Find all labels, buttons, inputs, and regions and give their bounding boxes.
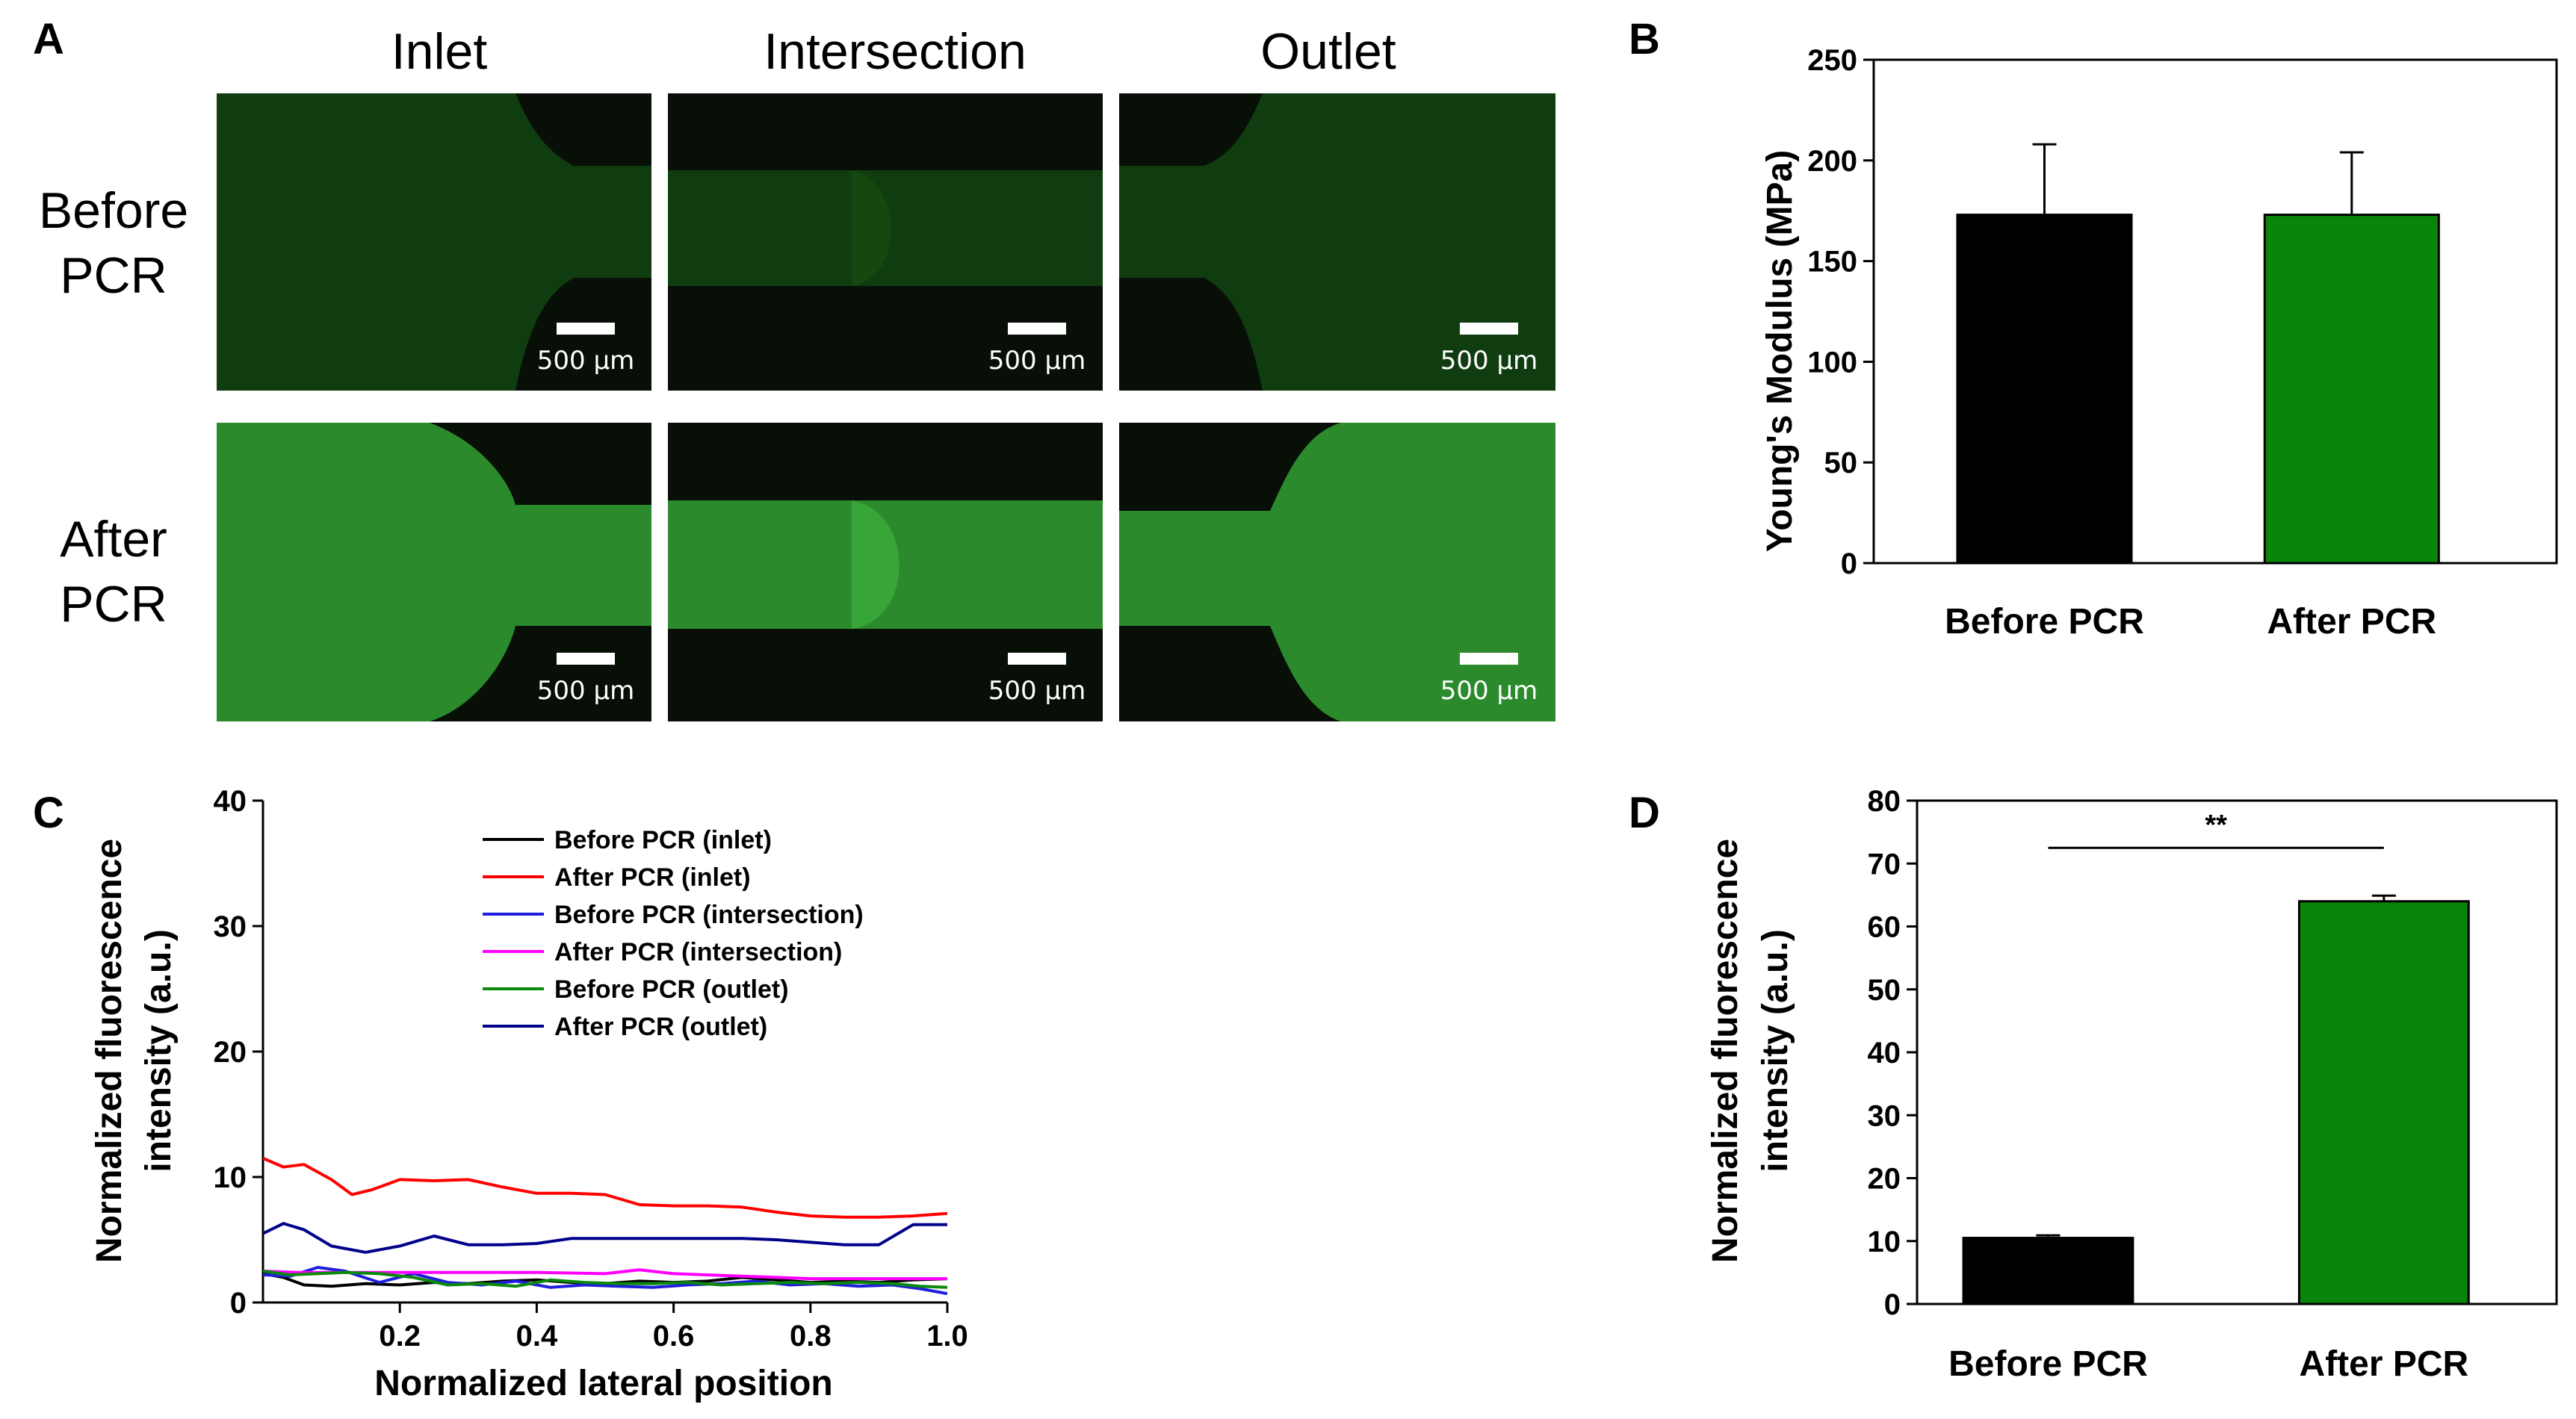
chartC-legend-label-6: After PCR (outlet) <box>554 1013 767 1041</box>
chart-b: B Young's Modulus (MPa) 0 50 100 150 200 250 B… <box>1629 15 2558 642</box>
scale-label: 500 µm <box>988 346 1086 376</box>
chartB-bar-1 <box>1956 214 2133 565</box>
chartC-legend-label-5: Before PCR (outlet) <box>554 975 789 1004</box>
scale-label: 500 µm <box>1440 676 1538 706</box>
chartD-y-tick-label: 0 <box>1884 1288 1901 1321</box>
scale-label: 500 µm <box>1440 346 1538 376</box>
chartD-y-tick-label: 10 <box>1868 1226 1901 1258</box>
chartB-y-tick-label: 250 <box>1807 44 1857 77</box>
micrograph-before-inlet <box>217 93 651 391</box>
chartD-y-tick-label: 20 <box>1868 1163 1901 1196</box>
chartD-y-tick-label: 80 <box>1868 785 1901 818</box>
chartC-x-tick-label: 0.2 <box>379 1320 421 1353</box>
chart-c-y-axis-title-line2: intensity (a.u.) <box>139 929 179 1172</box>
chartB-category-label-2: After PCR <box>2267 602 2436 642</box>
chartC-series-line-3 <box>263 1266 947 1296</box>
chartC-series-line-2 <box>263 1156 947 1219</box>
micrograph-before-intersection <box>668 93 1103 391</box>
scale-label: 500 µm <box>988 676 1086 706</box>
panel-label-d: D <box>1629 789 1660 837</box>
chartD-bar-2 <box>2297 900 2470 1305</box>
chartD-category-label-1: Before PCR <box>1948 1344 2148 1384</box>
micrograph-after-outlet <box>1119 423 1555 721</box>
scale-bar-after-inlet: 500 µm <box>537 653 634 706</box>
chartC-x-tick-label: 0.6 <box>653 1320 695 1353</box>
micrograph-after-intersection <box>668 423 1103 721</box>
scale-bar-before-inlet: 500 µm <box>537 323 634 376</box>
row-header-after-line1: After <box>60 511 167 568</box>
chart-d: D Normalized fluorescence intensity (a.u… <box>1629 785 2558 1384</box>
chartD-y-tick-label: 70 <box>1868 848 1901 881</box>
panel-label-c: C <box>33 789 64 837</box>
micrograph-before-outlet <box>1119 93 1555 391</box>
scale-bar-before-outlet: 500 µm <box>1440 323 1538 376</box>
chartD-y-tick-label: 60 <box>1868 911 1901 944</box>
chartC-series-line-5 <box>263 1270 947 1289</box>
column-header-inlet: Inlet <box>391 23 488 80</box>
chartC-series-line-6 <box>263 1222 947 1254</box>
chartD-significance-label: ** <box>2205 810 2227 841</box>
chartC-y-tick-label: 40 <box>214 785 247 818</box>
chartD-bar-1 <box>1962 1237 2134 1305</box>
chartC-y-tick-label: 0 <box>230 1287 247 1320</box>
scale-bar-before-intersection: 500 µm <box>988 323 1086 376</box>
chartB-y-tick-label: 200 <box>1807 145 1857 178</box>
chart-d-y-axis-title-line1: Normalized fluorescence <box>1706 839 1745 1263</box>
scale-label: 500 µm <box>537 676 634 706</box>
chart-c: C Normalized fluorescence intensity (a.u… <box>33 785 968 1403</box>
chartD-y-tick-label: 40 <box>1868 1037 1901 1069</box>
panel-label-a: A <box>33 15 64 63</box>
chartB-plot-frame <box>1872 58 2558 565</box>
chart-c-y-axis-title-line1: Normalized fluorescence <box>90 839 129 1263</box>
chartB-y-tick-label: 100 <box>1807 346 1857 379</box>
row-header-after-line2: PCR <box>60 576 167 633</box>
chart-c-x-axis-title: Normalized lateral position <box>374 1364 832 1403</box>
chartB-y-tick-label: 0 <box>1841 547 1857 580</box>
chartC-legend-label-1: Before PCR (inlet) <box>554 826 772 854</box>
panel-a: A Inlet Intersection Outlet Before PCR A… <box>33 15 1555 721</box>
column-header-intersection: Intersection <box>764 23 1027 80</box>
chart-d-y-axis-title-line2: intensity (a.u.) <box>1756 929 1795 1172</box>
chartB-y-tick-label: 150 <box>1807 246 1857 279</box>
chartC-x-tick-label: 0.8 <box>790 1320 832 1353</box>
chartC-legend-label-2: After PCR (inlet) <box>554 863 751 892</box>
chartC-series-group <box>263 1156 947 1296</box>
micrograph-after-inlet <box>217 423 651 721</box>
column-header-outlet: Outlet <box>1260 23 1396 80</box>
chartC-x-tick-label: 1.0 <box>926 1320 968 1353</box>
chartC-legend: Before PCR (inlet) After PCR (inlet) Befor… <box>483 826 864 1041</box>
chartD-y-tick-label: 30 <box>1868 1099 1901 1132</box>
chartC-y-tick-label: 20 <box>214 1036 247 1069</box>
chartB-bar-2 <box>2263 214 2440 565</box>
chartB-category-label-1: Before PCR <box>1945 602 2144 642</box>
chartC-y-tick-label: 30 <box>214 910 247 943</box>
row-header-before-line1: Before <box>39 182 188 239</box>
chartC-legend-label-4: After PCR (intersection) <box>554 938 842 966</box>
chart-b-y-axis-title: Young's Modulus (MPa) <box>1760 150 1800 552</box>
scale-bar-after-intersection: 500 µm <box>988 653 1086 706</box>
chartD-y-tick-label: 50 <box>1868 974 1901 1007</box>
chartC-x-tick-label: 0.4 <box>516 1320 558 1353</box>
scale-bar-after-outlet: 500 µm <box>1440 653 1538 706</box>
chartC-legend-label-3: Before PCR (intersection) <box>554 901 864 929</box>
chartD-category-label-2: After PCR <box>2300 1344 2469 1384</box>
scale-label: 500 µm <box>537 346 634 376</box>
panel-label-b: B <box>1629 15 1660 63</box>
chartC-y-tick-label: 10 <box>214 1161 247 1194</box>
row-header-before-line2: PCR <box>60 247 167 304</box>
chartB-y-tick-label: 50 <box>1824 447 1858 479</box>
